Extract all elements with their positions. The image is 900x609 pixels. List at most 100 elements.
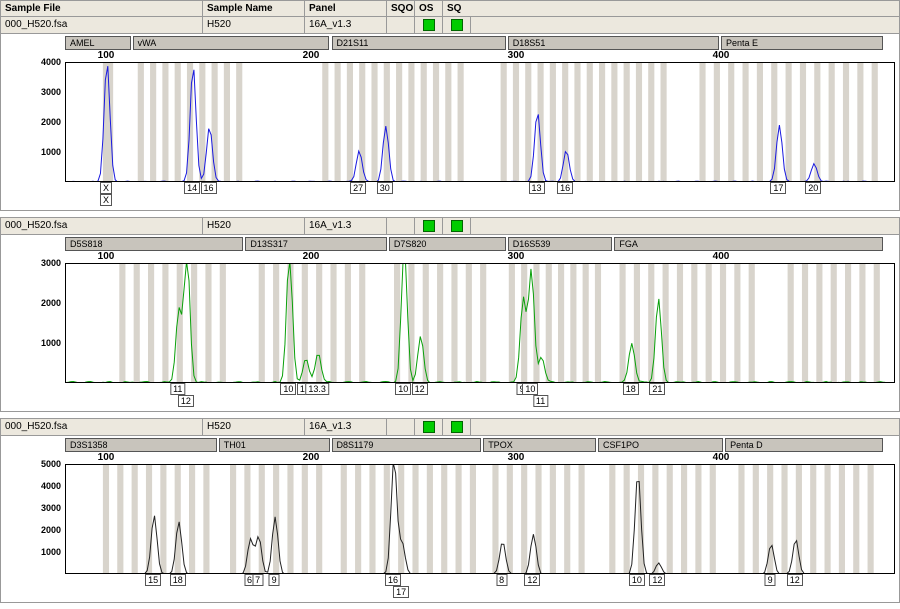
status-square-icon (451, 19, 463, 31)
allele-call: 18 (170, 574, 186, 586)
allele-call: 16 (385, 574, 401, 586)
y-tick-label: 5000 (41, 459, 61, 469)
allele-call: X (100, 194, 112, 206)
x-tick-label: 100 (98, 251, 115, 262)
y-tick-label: 1000 (41, 147, 61, 157)
sq-indicator (443, 419, 471, 435)
allele-call: 13 (528, 182, 544, 194)
x-tick-label: 100 (98, 452, 115, 463)
allele-call: 20 (805, 182, 821, 194)
allele-call: 18 (623, 383, 639, 395)
sample-name-cell: H520 (203, 218, 305, 234)
allele-call: 12 (178, 395, 194, 407)
os-indicator (415, 218, 443, 234)
allele-call: 16 (557, 182, 573, 194)
panel-cell: 16A_v1.3 (305, 218, 387, 234)
locus-label: FGA (614, 237, 883, 251)
locus-label: TH01 (219, 438, 330, 452)
y-axis: 100020003000 (5, 263, 65, 383)
locus-bar: D5S818D13S317D7S820D16S539FGA (1, 235, 899, 251)
electropherogram-section: 000_H520.fsaH52016A_v1.3D3S1358TH01D8S11… (0, 418, 900, 603)
y-tick-label: 1000 (41, 338, 61, 348)
electropherogram-plot (65, 464, 895, 574)
allele-call: 13.3 (305, 383, 329, 395)
panel-cell: 16A_v1.3 (305, 419, 387, 435)
status-square-icon (451, 220, 463, 232)
x-axis-ruler: 100200300400 (65, 50, 895, 62)
locus-label: vWA (133, 36, 330, 50)
locus-label: TPOX (483, 438, 596, 452)
allele-call: 9 (269, 574, 280, 586)
section-meta-row: 000_H520.fsaH52016A_v1.3 (1, 17, 899, 34)
allele-call: 7 (252, 574, 263, 586)
status-square-icon (423, 19, 435, 31)
allele-call: 10 (395, 383, 411, 395)
x-tick-label: 200 (303, 251, 320, 262)
col-sample-file: Sample File (1, 1, 203, 16)
allele-call: 11 (533, 395, 548, 407)
locus-label: CSF1PO (598, 438, 723, 452)
section-meta-row: 000_H520.fsaH52016A_v1.3 (1, 218, 899, 235)
x-tick-label: 400 (713, 251, 730, 262)
sample-file-cell: 000_H520.fsa (1, 218, 203, 234)
x-tick-label: 300 (508, 251, 525, 262)
x-tick-label: 300 (508, 50, 525, 61)
allele-call: 16 (200, 182, 216, 194)
locus-bar: AMELvWAD21S11D18S51Penta E (1, 34, 899, 50)
y-axis: 10002000300040005000 (5, 464, 65, 574)
allele-call: 10 (280, 383, 296, 395)
allele-call: 17 (393, 586, 409, 598)
y-tick-label: 4000 (41, 57, 61, 67)
sqo-indicator (387, 218, 415, 234)
allele-call: 15 (145, 574, 161, 586)
table-header: Sample File Sample Name Panel SQO OS SQ (0, 0, 900, 16)
y-tick-label: 3000 (41, 503, 61, 513)
panel-cell: 16A_v1.3 (305, 17, 387, 33)
electropherogram-plot (65, 263, 895, 383)
allele-call: 12 (649, 574, 665, 586)
y-tick-label: 4000 (41, 481, 61, 491)
y-tick-label: 2000 (41, 525, 61, 535)
locus-label: D21S11 (332, 36, 506, 50)
locus-label: D5S818 (65, 237, 243, 251)
allele-call: 11 (170, 383, 185, 395)
col-sq: SQ (443, 1, 899, 16)
locus-bar: D3S1358TH01D8S1179TPOXCSF1POPenta D (1, 436, 899, 452)
locus-label: Penta D (725, 438, 883, 452)
allele-call: X (100, 182, 112, 194)
section-meta-row: 000_H520.fsaH52016A_v1.3 (1, 419, 899, 436)
x-axis-ruler: 100 200 300 400 (65, 251, 895, 263)
allele-call: 10 (522, 383, 538, 395)
sq-indicator (443, 218, 471, 234)
locus-label: D7S820 (389, 237, 506, 251)
col-sqo: SQO (387, 1, 415, 16)
electropherogram-section: 000_H520.fsaH52016A_v1.3D5S818D13S317D7S… (0, 217, 900, 412)
col-sample-name: Sample Name (203, 1, 305, 16)
locus-label: Penta E (721, 36, 883, 50)
allele-call: 9 (765, 574, 776, 586)
x-tick-label: 100 (98, 50, 115, 61)
allele-call: 12 (787, 574, 803, 586)
col-os: OS (415, 1, 443, 16)
plot-wrap: 1002003004001000200030004000XX1416273013… (1, 50, 899, 210)
sqo-indicator (387, 17, 415, 33)
locus-label: D3S1358 (65, 438, 217, 452)
locus-label: D16S539 (508, 237, 613, 251)
x-axis-ruler: 100200300400 (65, 452, 895, 464)
sample-name-cell: H520 (203, 419, 305, 435)
electropherogram-plot (65, 62, 895, 182)
allele-call-row: 151867916178121012912 (65, 574, 895, 598)
allele-call: 14 (184, 182, 200, 194)
y-tick-label: 1000 (41, 547, 61, 557)
x-tick-label: 400 (713, 452, 730, 463)
status-square-icon (423, 220, 435, 232)
os-indicator (415, 419, 443, 435)
electropherogram-section: 000_H520.fsaH52016A_v1.3AMELvWAD21S11D18… (0, 16, 900, 211)
status-square-icon (423, 421, 435, 433)
allele-call: 10 (629, 574, 645, 586)
sqo-indicator (387, 419, 415, 435)
y-tick-label: 2000 (41, 298, 61, 308)
col-panel: Panel (305, 1, 387, 16)
sample-file-cell: 000_H520.fsa (1, 17, 203, 33)
allele-call: 8 (496, 574, 507, 586)
